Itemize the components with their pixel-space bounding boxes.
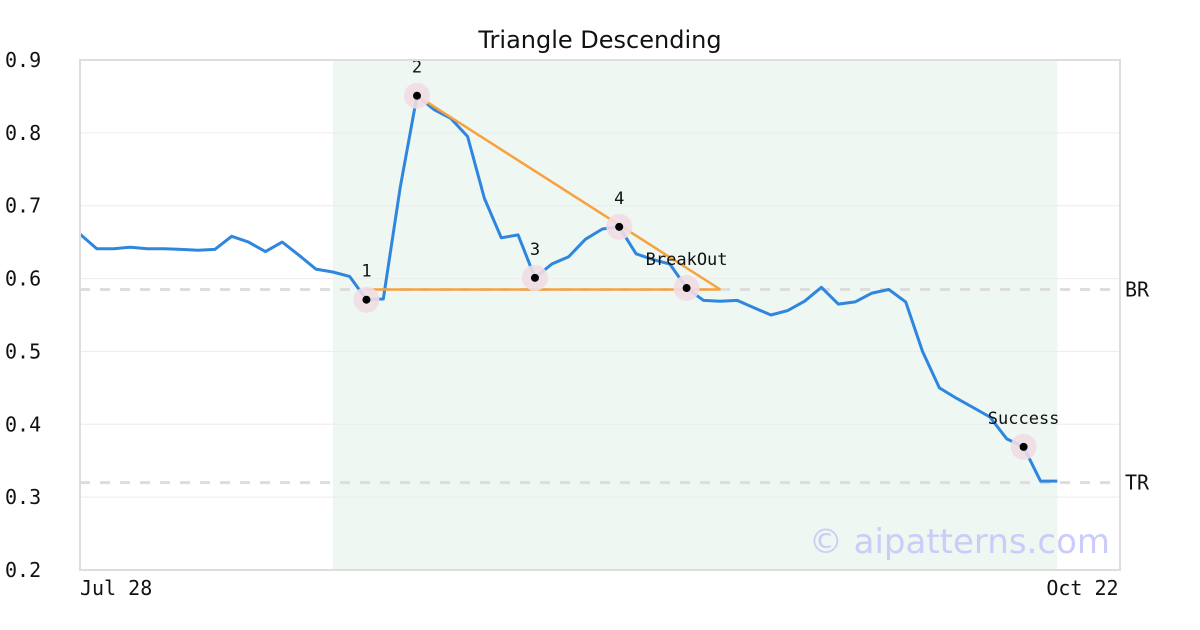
y-tick-label: 0.9 xyxy=(5,48,41,72)
pattern-point-label: 1 xyxy=(361,262,371,282)
pattern-point-label: Success xyxy=(988,409,1060,429)
pattern-point-dot xyxy=(615,222,624,231)
pattern-point-label: 2 xyxy=(412,58,422,78)
y-tick-label: 0.6 xyxy=(5,267,41,291)
pattern-point: 1 xyxy=(353,262,380,313)
pattern-point: 4 xyxy=(606,189,633,240)
pattern-points: 1 2 3 4 BreakOut Success xyxy=(353,58,1059,460)
pattern-point: 3 xyxy=(521,240,548,291)
pattern-point-label: 3 xyxy=(530,240,540,260)
y-tick-label: 0.7 xyxy=(5,194,41,218)
pattern-point-dot xyxy=(530,273,539,282)
pattern-window-shade xyxy=(332,60,1058,570)
x-axis-ticks: Jul 28 Oct 22 xyxy=(80,576,1119,600)
pattern-point-label: 4 xyxy=(614,189,624,209)
x-tick-label: Oct 22 xyxy=(1046,576,1118,600)
pattern-point-dot xyxy=(682,284,691,293)
pattern-point-dot xyxy=(1019,442,1028,451)
y-tick-label: 0.5 xyxy=(5,339,41,363)
y-axis-ticks: 0.9 0.8 0.7 0.6 0.5 0.4 0.3 0.2 xyxy=(5,48,41,582)
pattern-line xyxy=(416,94,721,291)
y-tick-label: 0.3 xyxy=(5,485,41,509)
watermark: © aipatterns.com xyxy=(809,522,1110,562)
plot-frame xyxy=(79,59,1121,571)
pattern-point: Success xyxy=(988,409,1060,460)
y-tick-label: 0.2 xyxy=(5,558,41,582)
reference-line-label: BR xyxy=(1125,278,1150,302)
pattern-lines xyxy=(366,94,721,291)
price-series-line xyxy=(79,94,1058,483)
pattern-point-label: BreakOut xyxy=(646,250,728,270)
reference-line-label: TR xyxy=(1125,471,1150,495)
pattern-point: BreakOut xyxy=(646,250,728,302)
pattern-point-dot xyxy=(413,91,421,100)
y-tick-label: 0.8 xyxy=(5,121,41,145)
chart-title: Triangle Descending xyxy=(477,26,721,54)
y-tick-label: 0.4 xyxy=(5,412,41,436)
x-tick-label: Jul 28 xyxy=(80,576,152,600)
pattern-point: 2 xyxy=(404,58,430,109)
pattern-point-dot xyxy=(362,295,371,304)
